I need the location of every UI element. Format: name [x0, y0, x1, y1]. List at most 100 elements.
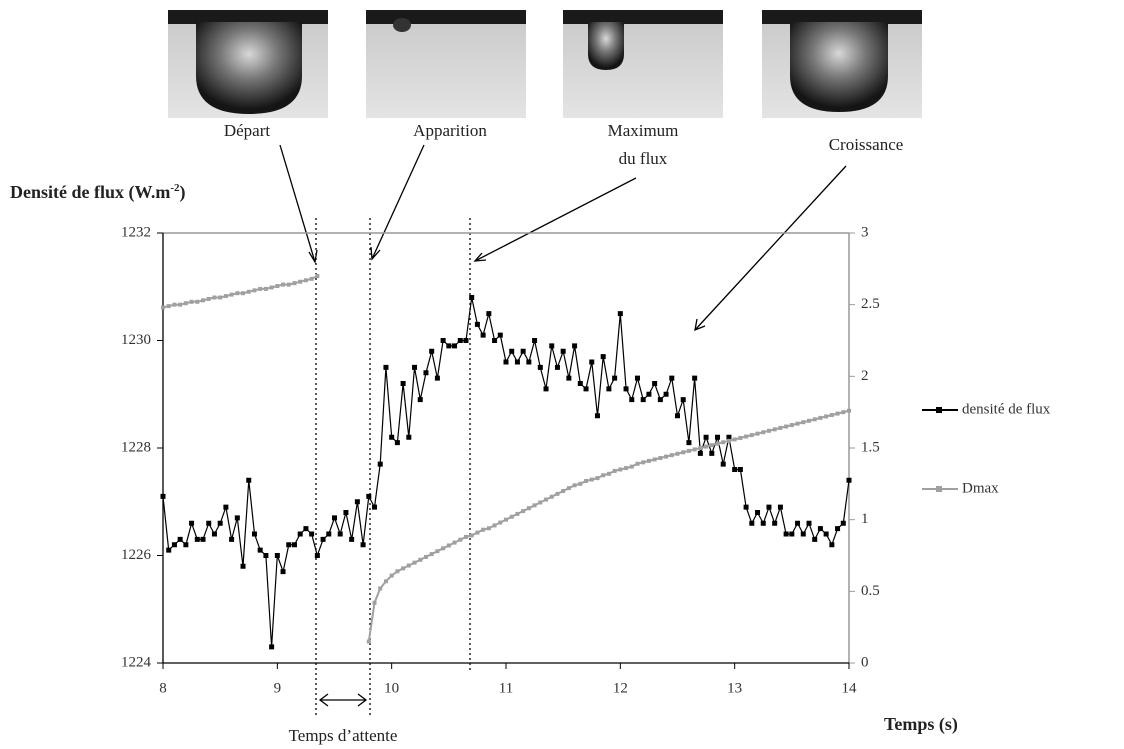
photo-top	[563, 10, 723, 24]
point	[435, 549, 440, 554]
droplet	[196, 22, 302, 114]
point	[378, 586, 383, 591]
point	[532, 503, 537, 508]
point	[640, 397, 646, 403]
arrow	[694, 165, 847, 331]
point	[389, 434, 395, 440]
point	[789, 531, 795, 537]
point	[629, 397, 635, 403]
point	[349, 536, 355, 542]
point	[452, 343, 458, 349]
point	[194, 536, 200, 542]
annotation: Départ	[224, 121, 271, 140]
point	[744, 434, 749, 439]
point	[263, 286, 268, 291]
point	[578, 481, 583, 486]
point	[400, 381, 406, 386]
point	[589, 477, 594, 482]
point	[446, 543, 451, 548]
point	[177, 536, 183, 542]
y2-tick-label: 2.5	[861, 296, 880, 312]
point	[263, 553, 269, 558]
point	[652, 381, 658, 386]
y2-tick-label: 2	[861, 368, 869, 384]
point	[297, 531, 303, 537]
point	[475, 530, 480, 535]
point	[657, 397, 663, 403]
point	[704, 444, 709, 449]
point	[669, 453, 674, 458]
point	[469, 295, 475, 300]
point	[720, 461, 726, 467]
point	[183, 542, 189, 548]
photo-top	[168, 10, 328, 24]
point	[246, 289, 251, 294]
point	[326, 531, 332, 537]
point	[274, 553, 280, 558]
droplet	[588, 22, 624, 70]
annotation: Maximum	[608, 121, 679, 140]
y-tick-label: 1224	[121, 654, 152, 670]
point	[561, 489, 566, 493]
point	[246, 477, 252, 483]
point	[200, 536, 206, 542]
point	[681, 450, 686, 455]
point	[406, 434, 412, 440]
point	[749, 520, 755, 526]
point	[617, 311, 623, 317]
point	[663, 391, 669, 397]
annotation: du flux	[619, 149, 668, 168]
point	[680, 397, 686, 403]
point	[658, 456, 663, 461]
point	[189, 520, 195, 526]
arrow-head	[318, 693, 368, 707]
point	[703, 434, 709, 440]
point	[251, 531, 257, 537]
point	[440, 338, 446, 343]
point	[383, 364, 389, 370]
point	[509, 514, 514, 519]
point	[800, 531, 806, 537]
point	[572, 483, 577, 488]
point	[772, 427, 777, 432]
point	[498, 520, 503, 525]
point	[549, 343, 555, 349]
legend-marker	[936, 407, 942, 413]
point	[549, 494, 554, 499]
point	[686, 448, 691, 453]
x-tick-label: 12	[613, 680, 628, 696]
point	[509, 348, 515, 354]
point	[269, 644, 275, 650]
point	[641, 460, 646, 465]
point	[544, 497, 549, 502]
point	[669, 375, 675, 381]
arrow	[371, 144, 425, 260]
point	[726, 438, 731, 443]
point	[160, 493, 166, 499]
point	[223, 294, 228, 299]
point	[726, 434, 732, 440]
point	[234, 515, 240, 521]
point	[715, 441, 720, 446]
arrow-head	[370, 246, 381, 261]
point	[783, 531, 789, 537]
droplet	[393, 18, 411, 32]
point	[606, 471, 611, 476]
point	[492, 523, 497, 528]
point	[172, 302, 177, 307]
point	[183, 301, 188, 306]
point	[406, 563, 411, 568]
point	[761, 430, 766, 435]
point	[675, 413, 680, 419]
point	[446, 343, 452, 349]
point	[315, 274, 320, 278]
point	[394, 440, 400, 446]
point	[474, 321, 480, 327]
point	[309, 276, 314, 281]
point	[600, 354, 606, 360]
y-axis-title: Densité de flux (W.m-2)	[10, 182, 186, 204]
point	[515, 511, 520, 516]
point	[594, 413, 600, 419]
point	[755, 510, 761, 515]
x-tick-label: 11	[499, 680, 513, 696]
